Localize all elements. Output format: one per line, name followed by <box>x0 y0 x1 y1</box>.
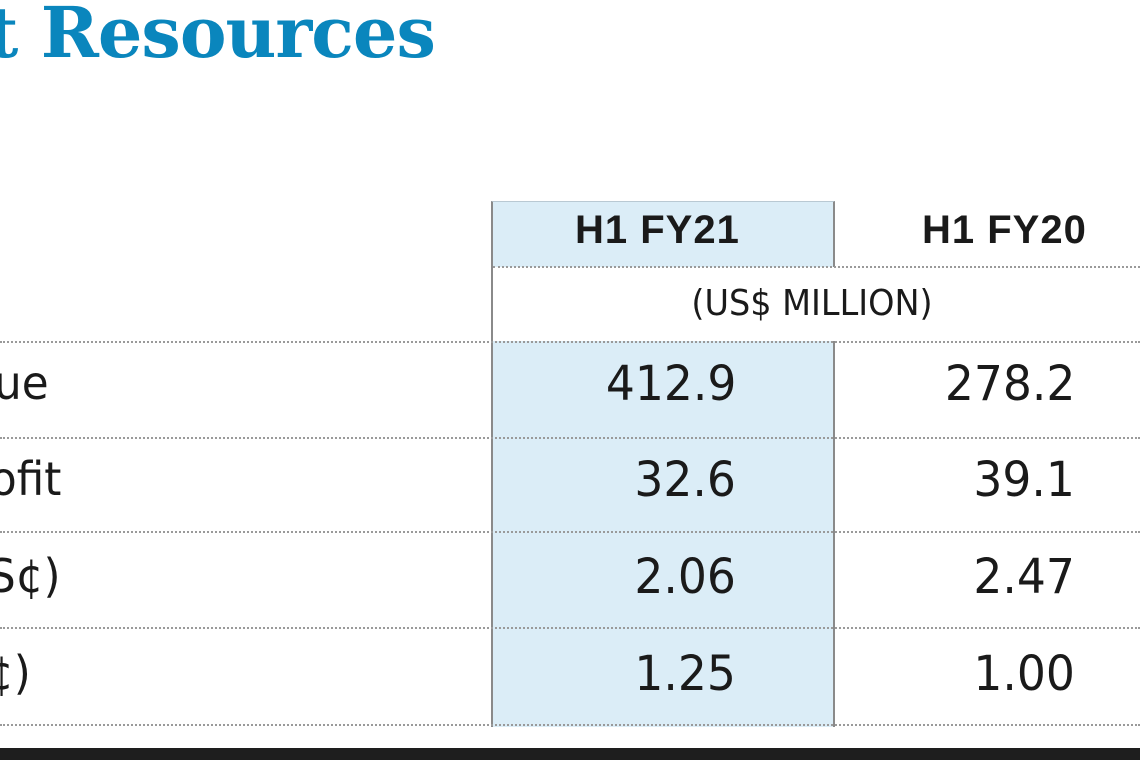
row-divider <box>0 724 1140 726</box>
row-label: ¢) <box>0 646 31 700</box>
column-header-h1-fy21: H1 FY21 <box>575 208 740 252</box>
cell-value-fy20: 2.47 <box>973 549 1075 605</box>
cell-value-fy21: 32.6 <box>634 452 736 508</box>
page-title: t Resources <box>0 0 436 74</box>
row-divider <box>0 531 1140 533</box>
cell-value-fy20: 1.00 <box>973 646 1075 702</box>
row-divider <box>0 627 1140 629</box>
column-header-h1-fy20: H1 FY20 <box>922 208 1087 252</box>
row-label: ue <box>0 356 49 410</box>
row-divider <box>0 341 1140 343</box>
row-label: ofit <box>0 452 62 506</box>
bottom-rule <box>0 748 1140 760</box>
row-divider <box>493 266 1140 268</box>
cell-value-fy21: 2.06 <box>634 549 736 605</box>
unit-row-background <box>493 267 1140 341</box>
cell-value-fy20: 39.1 <box>973 452 1075 508</box>
unit-label: (US$ MILLION) <box>691 283 933 324</box>
cell-value-fy21: 1.25 <box>634 646 736 702</box>
column-divider <box>491 267 493 341</box>
row-label: S¢) <box>0 549 61 603</box>
cell-value-fy21: 412.9 <box>605 356 736 412</box>
cell-value-fy20: 278.2 <box>944 356 1075 412</box>
row-divider <box>0 437 1140 439</box>
